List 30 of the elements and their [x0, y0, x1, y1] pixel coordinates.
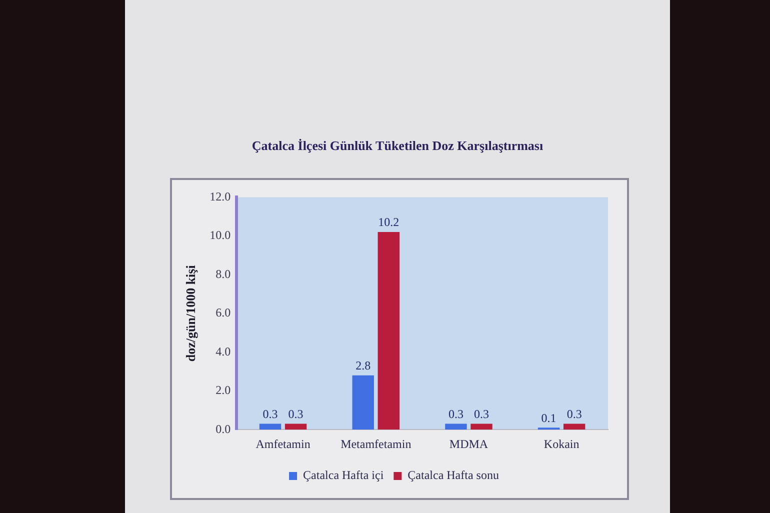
x-tick-label: Kokain — [544, 436, 580, 451]
y-tick-label: 12.0 — [210, 189, 231, 204]
data-label: 0.3 — [288, 406, 304, 421]
x-tick-label: MDMA — [449, 436, 488, 451]
bar — [352, 375, 374, 430]
data-label: 2.8 — [356, 358, 371, 373]
legend-label: Çatalca Hafta içi — [303, 468, 384, 482]
bar — [470, 424, 492, 430]
y-tick-label: 6.0 — [216, 306, 231, 320]
data-label: 0.1 — [541, 410, 556, 425]
bar — [445, 424, 467, 430]
data-label: 0.3 — [262, 406, 278, 421]
legend-label: Çatalca Hafta sonu — [408, 468, 499, 482]
data-label: 0.3 — [566, 406, 582, 421]
bar — [378, 232, 400, 430]
data-label: 10.2 — [378, 215, 400, 230]
y-tick-label: 0.0 — [216, 422, 231, 436]
chart-title: Çatalca İlçesi Günlük Tüketilen Doz Karşılaştırması — [250, 138, 544, 154]
data-label: 0.3 — [474, 406, 489, 421]
x-tick-label: Metamfetamin — [340, 436, 412, 451]
data-label: 0.3 — [448, 406, 464, 421]
bar — [563, 424, 586, 430]
y-tick-label: 8.0 — [216, 266, 231, 281]
y-tick-label: 10.0 — [210, 228, 231, 242]
y-tick-label: 2.0 — [216, 383, 231, 398]
x-tick-label: Amfetamin — [256, 436, 310, 451]
y-axis-title: doz/gün/1000 kişi — [183, 264, 198, 362]
bar — [259, 424, 282, 430]
bar — [284, 424, 307, 430]
y-tick-label: 4.0 — [216, 344, 231, 358]
